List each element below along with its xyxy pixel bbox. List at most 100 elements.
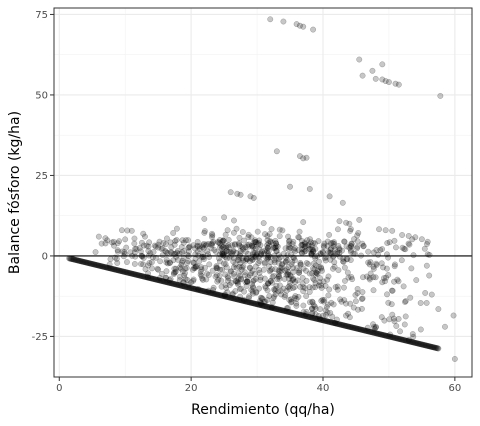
data-point — [200, 276, 206, 283]
data-point — [184, 276, 191, 283]
data-point — [140, 242, 147, 249]
data-point — [297, 283, 304, 290]
data-point — [314, 316, 321, 322]
data-point — [283, 308, 289, 315]
data-point — [386, 316, 393, 323]
y-axis-ticks: -25 0 25 50 75 — [32, 10, 54, 343]
data-point — [185, 248, 192, 255]
data-point — [402, 246, 409, 253]
data-point — [198, 266, 205, 273]
data-point — [325, 292, 332, 299]
data-point — [267, 16, 274, 23]
data-point — [415, 340, 422, 347]
data-point — [342, 300, 349, 307]
data-point — [286, 282, 293, 289]
data-point — [402, 298, 409, 305]
data-point — [354, 245, 360, 252]
data-point — [217, 244, 223, 251]
data-point — [210, 238, 217, 245]
data-point — [160, 240, 167, 246]
data-point — [308, 250, 315, 257]
data-point — [302, 313, 309, 320]
data-point — [223, 248, 230, 255]
data-point — [143, 274, 150, 281]
data-point — [201, 228, 208, 235]
data-point — [208, 240, 215, 247]
data-point — [278, 267, 285, 274]
data-point — [182, 283, 189, 290]
data-point — [316, 316, 323, 323]
data-point — [417, 300, 424, 306]
data-point — [145, 262, 152, 269]
data-point — [372, 274, 379, 281]
data-point — [360, 274, 366, 281]
data-point — [270, 244, 277, 251]
data-point — [257, 294, 264, 301]
data-point — [182, 265, 189, 272]
data-point — [315, 238, 322, 245]
data-point — [248, 270, 255, 277]
data-point — [146, 260, 153, 266]
data-point — [216, 258, 223, 265]
data-point — [240, 263, 247, 270]
data-point — [258, 251, 265, 258]
data-point — [310, 275, 317, 282]
data-point — [250, 300, 257, 307]
data-point — [325, 301, 331, 308]
data-point — [216, 240, 223, 247]
data-point — [379, 331, 386, 338]
data-point — [312, 305, 319, 312]
data-point — [273, 247, 280, 254]
data-point — [79, 258, 86, 265]
data-point — [205, 271, 212, 278]
data-point — [327, 309, 334, 316]
data-point — [423, 299, 430, 306]
data-point — [253, 289, 260, 296]
data-point — [366, 328, 373, 335]
data-point — [164, 249, 171, 256]
data-point — [334, 249, 341, 256]
data-point — [200, 240, 207, 247]
data-point — [175, 282, 182, 289]
data-point — [374, 330, 381, 337]
data-point — [403, 337, 410, 344]
data-point — [235, 241, 242, 248]
data-point — [291, 310, 298, 317]
data-point — [328, 319, 335, 326]
data-point — [289, 277, 296, 284]
data-point — [325, 318, 332, 325]
data-point — [373, 323, 380, 330]
data-point — [370, 249, 377, 256]
data-point — [91, 261, 98, 268]
y-tick-label: 25 — [35, 171, 48, 182]
data-point — [313, 269, 320, 276]
data-point — [86, 260, 93, 267]
data-point — [217, 266, 224, 273]
data-point — [155, 277, 161, 283]
data-point — [223, 244, 230, 251]
data-point — [255, 254, 262, 261]
data-point — [336, 246, 343, 253]
data-point — [296, 269, 303, 276]
data-point — [163, 279, 170, 286]
data-point — [320, 249, 326, 256]
data-point — [285, 268, 292, 275]
data-point — [268, 226, 275, 232]
data-point — [249, 281, 256, 287]
data-point — [213, 264, 220, 271]
data-point — [166, 279, 173, 286]
data-point — [162, 274, 169, 281]
data-point — [81, 259, 88, 266]
data-point — [243, 283, 250, 289]
data-point — [290, 254, 297, 261]
data-point — [300, 265, 307, 272]
data-point — [243, 255, 250, 262]
data-point — [385, 272, 392, 278]
data-point — [290, 285, 296, 292]
data-point — [85, 260, 92, 266]
data-point — [247, 193, 254, 200]
data-point — [309, 270, 316, 277]
data-point — [247, 299, 254, 306]
data-point — [93, 262, 100, 268]
data-point — [158, 245, 165, 252]
